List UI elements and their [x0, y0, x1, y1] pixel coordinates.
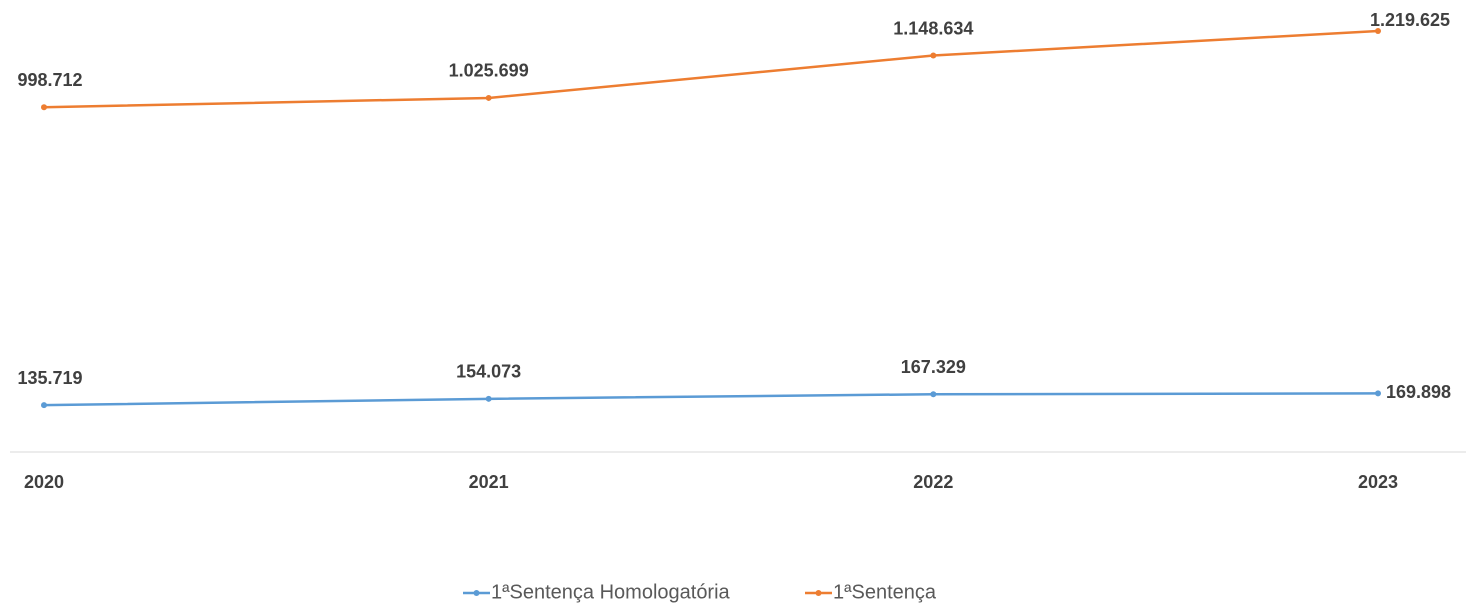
data-label: 169.898	[1386, 382, 1451, 402]
point	[41, 402, 47, 409]
point	[1375, 28, 1381, 34]
x-tick-label: 2023	[1358, 472, 1398, 492]
x-tick-label: 2020	[24, 472, 64, 492]
legend-label: 1ªSentença	[833, 581, 937, 603]
data-label: 1.148.634	[893, 18, 973, 38]
legend-label: 1ªSentença Homologatória	[491, 581, 731, 603]
point	[485, 94, 492, 101]
series-line	[43, 392, 1379, 407]
data-label: 998.712	[17, 70, 82, 90]
data-label: 1.219.625	[1370, 10, 1450, 30]
point	[1375, 390, 1381, 397]
point	[930, 391, 937, 398]
data-label: 135.719	[17, 368, 82, 388]
legend-marker	[473, 590, 480, 596]
x-tick-label: 2022	[913, 472, 953, 492]
point	[41, 104, 47, 111]
data-label: 154.073	[456, 362, 521, 382]
data-label: 167.329	[901, 357, 966, 377]
point	[930, 52, 937, 59]
series-line	[43, 29, 1379, 109]
legend-marker	[815, 590, 822, 596]
data-label: 1.025.699	[449, 61, 529, 81]
x-tick-label: 2021	[469, 472, 509, 492]
point	[485, 395, 492, 402]
